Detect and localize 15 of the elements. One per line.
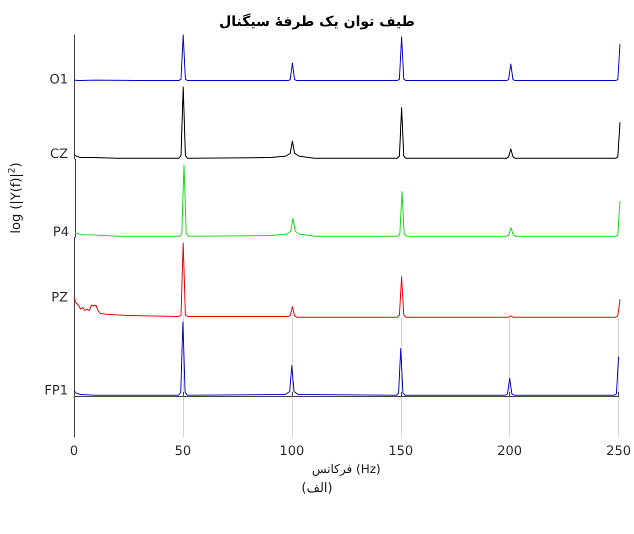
series-label: FP1: [44, 383, 68, 398]
x-tick-label: 250: [606, 444, 632, 459]
chart-title: طیف توان یک طرفهٔ سیگنال: [219, 13, 415, 30]
x-tick-label: 100: [279, 444, 304, 459]
x-tick-label: 200: [497, 444, 522, 459]
text: (الف): [301, 481, 333, 496]
x-axis-title: فرکانس (Hz): [312, 462, 381, 476]
x-tick-label: 50: [174, 444, 192, 459]
series-label: PZ: [51, 290, 68, 306]
series-label: P4: [52, 225, 69, 240]
series-label: CZ: [50, 147, 68, 162]
x-tick-label: 0: [70, 444, 78, 459]
series-label: O1: [49, 72, 68, 88]
y-axis-title: log (|Y(f)|2): [8, 162, 24, 234]
x-tick-label: 150: [388, 444, 414, 459]
